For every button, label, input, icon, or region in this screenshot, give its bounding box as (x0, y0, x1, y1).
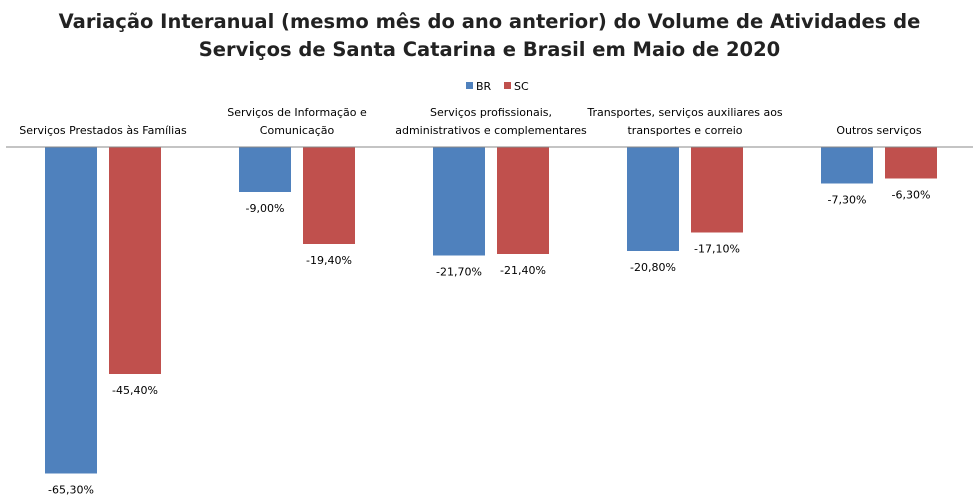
data-label-br: -65,30% (48, 484, 94, 497)
bar-br (821, 147, 873, 184)
data-label-br: -9,00% (246, 202, 285, 215)
bar-sc (885, 147, 937, 179)
bar-sc (691, 147, 743, 233)
bar-br (433, 147, 485, 256)
bar-sc (109, 147, 161, 374)
category-label: Serviços Prestados às Famílias (19, 124, 187, 137)
data-label-br: -20,80% (630, 261, 676, 274)
legend-swatch-br (466, 82, 473, 89)
bar-br (45, 147, 97, 474)
legend-label-br: BR (476, 80, 492, 93)
category-label: Transportes, serviços auxiliares aos (586, 106, 783, 119)
data-label-br: -21,70% (436, 266, 482, 279)
data-label-sc: -45,40% (112, 384, 158, 397)
legend-label-sc: SC (514, 80, 529, 93)
category-label: transportes e correio (627, 124, 742, 137)
chart-title-line-1: Variação Interanual (mesmo mês do ano an… (58, 10, 921, 33)
bar-sc (497, 147, 549, 254)
category-label: Outros serviços (836, 124, 922, 137)
chart-title: Variação Interanual (mesmo mês do ano an… (0, 8, 979, 64)
bar-br (239, 147, 291, 192)
data-label-sc: -21,40% (500, 264, 546, 277)
chart-title-line-2: Serviços de Santa Catarina e Brasil em M… (198, 38, 781, 61)
category-label: Comunicação (260, 124, 335, 137)
category-label: administrativos e complementares (395, 124, 587, 137)
data-label-sc: -19,40% (306, 254, 352, 267)
category-label: Serviços de Informação e (227, 106, 367, 119)
data-label-br: -7,30% (828, 194, 867, 207)
data-label-sc: -17,10% (694, 243, 740, 256)
bar-sc (303, 147, 355, 244)
legend-swatch-sc (504, 82, 511, 89)
category-label: Serviços profissionais, (430, 106, 552, 119)
data-label-sc: -6,30% (892, 189, 931, 202)
bar-br (627, 147, 679, 251)
